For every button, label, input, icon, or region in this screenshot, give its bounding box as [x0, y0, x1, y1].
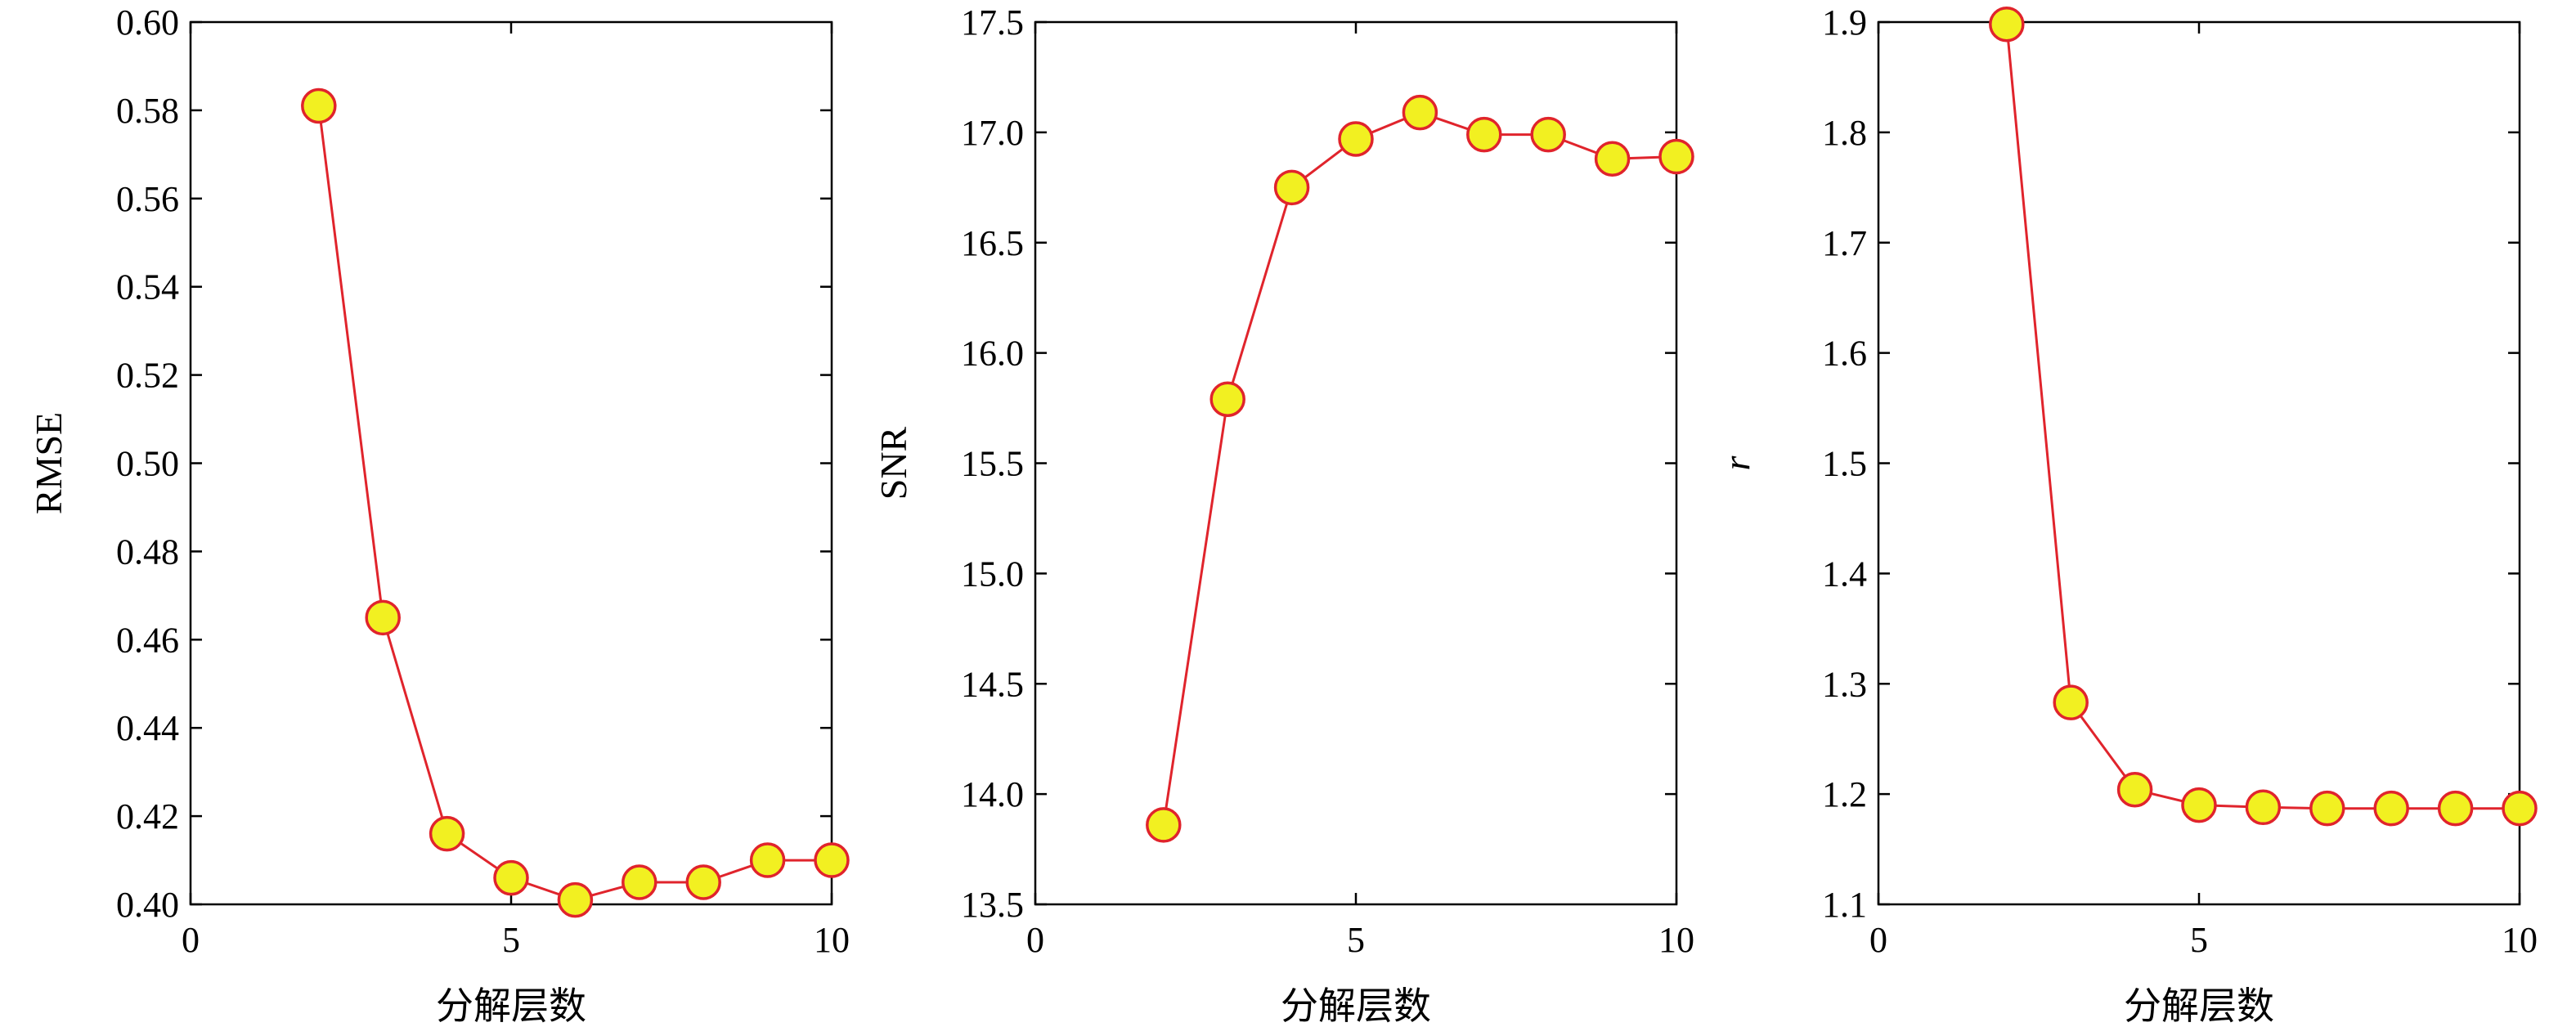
data-point: [2053, 684, 2089, 720]
y-axis-label: RMSE: [28, 412, 70, 514]
y-tick-label: 0.48: [116, 531, 179, 572]
y-tick-label: 0.52: [116, 356, 179, 396]
x-axis-label: 分解层数: [436, 985, 586, 1027]
y-tick-label: 0.46: [116, 620, 179, 660]
data-point: [1273, 169, 1310, 206]
y-tick-label: 0.40: [116, 885, 179, 925]
data-point: [749, 842, 786, 878]
data-point: [557, 881, 594, 918]
x-axis-label: 分解层数: [2124, 985, 2274, 1027]
y-tick-label: 14.0: [961, 774, 1024, 814]
data-point: [493, 859, 529, 896]
y-tick-label: 16.0: [961, 334, 1024, 374]
x-tick-label: 0: [1026, 920, 1044, 960]
data-point: [1466, 116, 1502, 153]
series-line: [317, 105, 832, 902]
data-point: [2502, 790, 2538, 827]
plot-frame: [1877, 20, 2521, 906]
y-tick-label: 16.5: [961, 223, 1024, 263]
x-tick-label: 5: [502, 920, 520, 960]
y-tick-label: 13.5: [961, 885, 1024, 925]
data-point: [2116, 771, 2153, 808]
data-point: [2245, 789, 2282, 826]
data-point: [1658, 138, 1694, 175]
plot-frame: [189, 20, 833, 906]
data-point: [814, 842, 850, 878]
data-point: [622, 864, 657, 900]
y-tick-label: 0.58: [116, 91, 179, 131]
x-tick-label: 5: [1347, 920, 1365, 960]
y-tick-label: 0.54: [116, 267, 179, 307]
y-tick-label: 17.5: [961, 2, 1024, 43]
y-tick-label: 1.3: [1822, 664, 1867, 704]
y-tick-label: 1.8: [1822, 113, 1867, 153]
chart-panel-2: 13.5 14.0 14.5 15.0 15.5 16.0 16.5 17.0 17.5 0 5 10…: [873, 2, 1694, 1027]
x-axis-label: 分解层数: [1281, 985, 1431, 1027]
y-tick-label: 0.50: [116, 444, 179, 484]
x-tick-label: 10: [2502, 920, 2538, 960]
data-point: [365, 599, 401, 636]
y-tick-label: 15.5: [961, 444, 1024, 484]
y-tick-label: 1.6: [1822, 334, 1867, 374]
data-point: [1402, 94, 1438, 131]
y-tick-label: 1.4: [1822, 554, 1867, 594]
y-tick-label: 0.44: [116, 708, 179, 748]
data-point: [1338, 121, 1374, 157]
chart-panel-1: 0.40 0.42 0.44 0.46 0.48 0.50 0.52 0.54 0.56 0.58…: [28, 2, 850, 1027]
y-tick-label: 1.7: [1822, 223, 1867, 263]
data-point: [1594, 141, 1631, 177]
data-point: [2309, 790, 2345, 827]
y-tick-label: 1.5: [1822, 444, 1867, 484]
data-point: [429, 815, 465, 852]
data-point: [2181, 787, 2217, 823]
data-point: [1146, 807, 1182, 843]
y-tick-label: 15.0: [961, 554, 1024, 594]
chart-panel-3: 1.1 1.2 1.3 1.4 1.5 1.6 1.7 1.8 1.9 0 5 10 分解层数 r: [1716, 2, 2538, 1027]
data-point: [2437, 790, 2474, 827]
y-tick-label: 0.42: [116, 796, 179, 836]
x-tick-label: 10: [814, 920, 850, 960]
x-tick-label: 10: [1658, 920, 1694, 960]
y-tick-label: 0.60: [116, 2, 179, 43]
y-axis-label: r: [1716, 455, 1757, 470]
x-tick-label: 5: [2190, 920, 2208, 960]
x-tick-label: 0: [182, 920, 200, 960]
y-tick-label: 1.2: [1822, 774, 1867, 814]
data-point: [1209, 381, 1245, 418]
y-tick-label: 1.9: [1822, 2, 1867, 43]
x-tick-label: 0: [1869, 920, 1887, 960]
data-point: [685, 864, 721, 900]
y-tick-label: 0.56: [116, 179, 179, 219]
y-tick-label: 14.5: [961, 664, 1024, 704]
data-point: [1530, 116, 1566, 153]
y-tick-label: 17.0: [961, 113, 1024, 153]
data-point: [1989, 6, 2025, 43]
y-axis-label: SNR: [873, 426, 914, 500]
y-tick-label: 1.1: [1822, 885, 1867, 925]
series-line: [1162, 110, 1677, 826]
data-point: [301, 87, 337, 124]
data-point: [2373, 790, 2409, 827]
